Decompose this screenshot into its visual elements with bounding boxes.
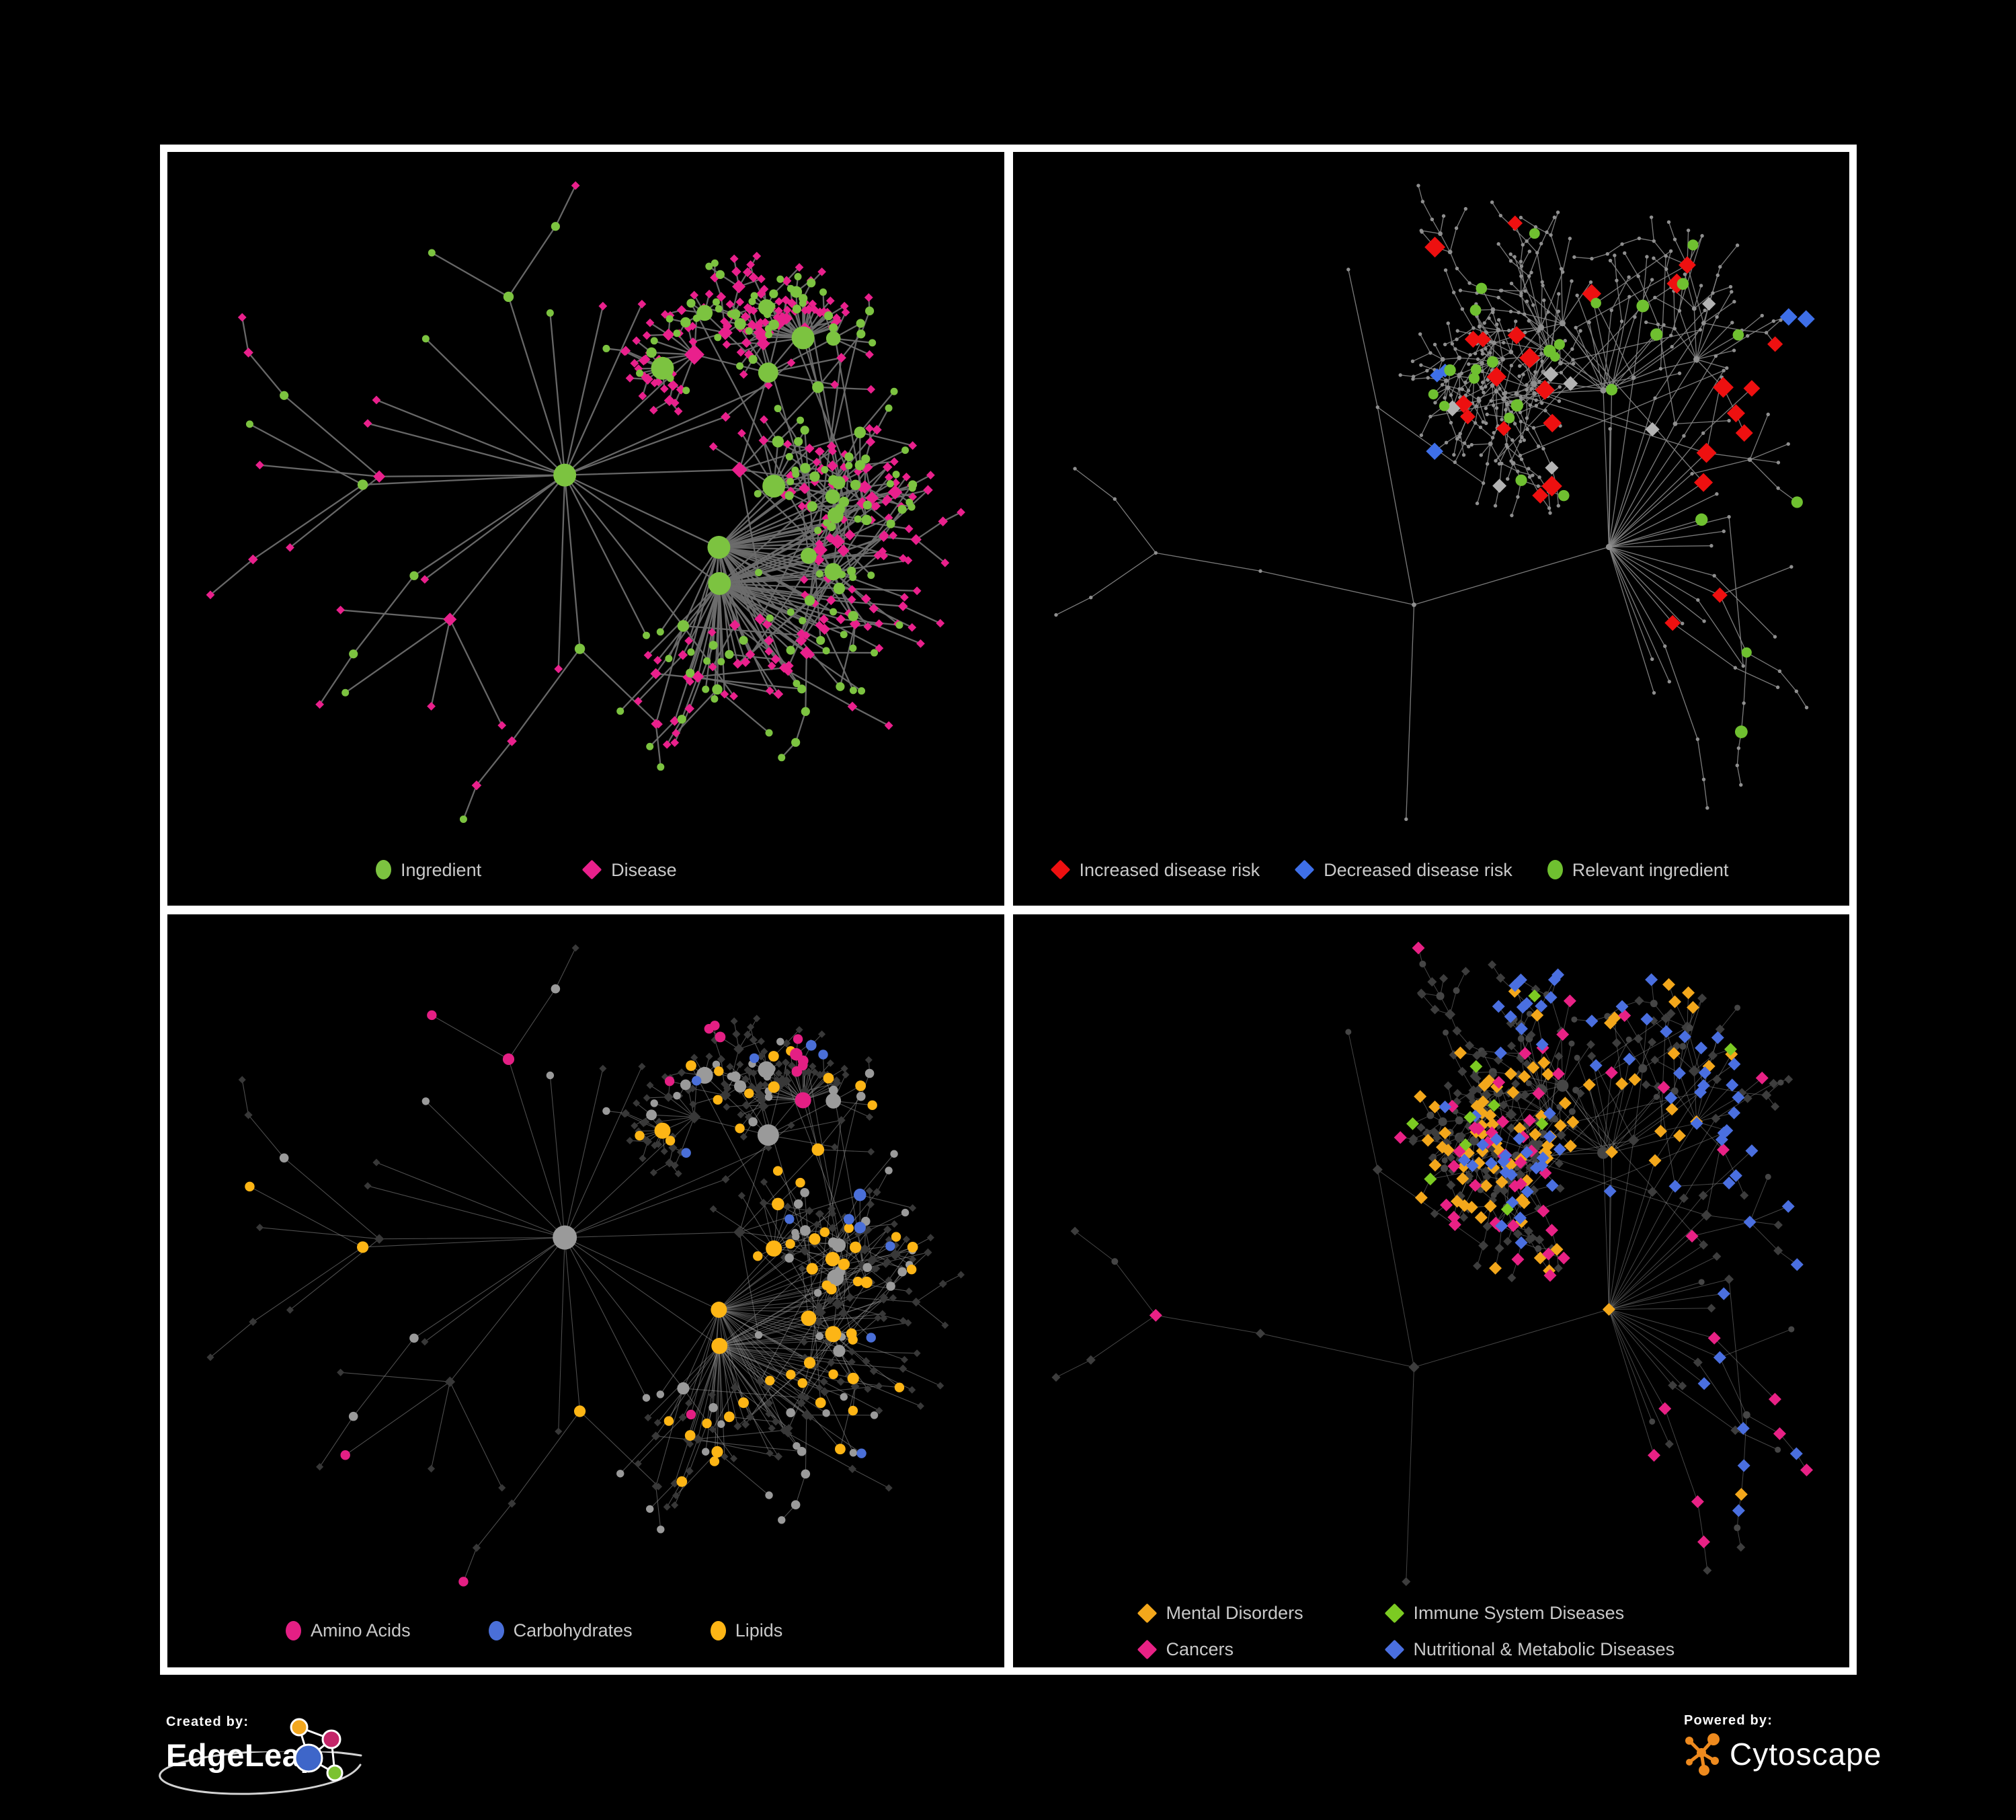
- panel-disease-classes: Mental Disorders Immune System Diseases …: [1012, 914, 1850, 1667]
- legend-item: Decreased disease risk: [1294, 859, 1513, 880]
- diamond-swatch-icon: [1384, 1603, 1404, 1623]
- legend-item: Cancers: [1137, 1639, 1385, 1659]
- circle-swatch-icon: [376, 860, 391, 879]
- figure-frame: Ingredient Disease Increased disease ris…: [160, 145, 1857, 1675]
- legend-label: Mental Disorders: [1166, 1603, 1303, 1623]
- diamond-swatch-icon: [1050, 859, 1070, 880]
- legend-item: Immune System Diseases: [1384, 1603, 1675, 1623]
- diamond-swatch-icon: [1294, 859, 1315, 880]
- edgeleap-network-icon: [290, 1718, 344, 1782]
- network-canvas-disease-classes: [1051, 941, 1813, 1586]
- cytoscape-network-icon: [1685, 1733, 1720, 1776]
- legend-ingredient-disease: Ingredient Disease: [167, 860, 1004, 880]
- edgeleap-logo: EdgeLeap: [159, 1718, 362, 1796]
- legend-item: Relevant ingredient: [1547, 859, 1729, 880]
- circle-swatch-icon: [286, 1620, 301, 1640]
- legend-label: Immune System Diseases: [1413, 1603, 1625, 1623]
- legend-item: Carbohydrates: [488, 1620, 633, 1640]
- diamond-swatch-icon: [581, 859, 602, 880]
- panel-disease-risk: Increased disease risk Decreased disease…: [1012, 152, 1850, 906]
- legend-item: Nutritional & Metabolic Diseases: [1384, 1639, 1675, 1659]
- powered-by-label: Powered by:: [1684, 1713, 1773, 1728]
- circle-swatch-icon: [1547, 860, 1563, 879]
- legend-disease-classes: Mental Disorders Immune System Diseases …: [1013, 1603, 1850, 1659]
- legend-label: Cancers: [1166, 1639, 1234, 1659]
- network-canvas-nutrient-classes: [206, 944, 965, 1587]
- cytoscape-logo-text: Cytoscape: [1730, 1737, 1882, 1772]
- legend-label: Relevant ingredient: [1572, 859, 1729, 880]
- network-canvas-ingredient-disease: [206, 181, 965, 823]
- diamond-swatch-icon: [1137, 1603, 1157, 1623]
- network-canvas-disease-risk: [1053, 184, 1815, 822]
- legend-nutrient-classes: Amino Acids Carbohydrates Lipids: [167, 1620, 1004, 1640]
- cytoscape-logo: Cytoscape: [1684, 1733, 1882, 1776]
- legend-item: Disease: [581, 859, 677, 880]
- panel-nutrient-classes: Amino Acids Carbohydrates Lipids: [167, 914, 1004, 1667]
- diamond-swatch-icon: [1137, 1639, 1157, 1659]
- legend-label: Amino Acids: [311, 1620, 411, 1640]
- edgeleap-logo-text: EdgeLeap: [166, 1737, 320, 1773]
- panel-ingredient-disease: Ingredient Disease: [167, 152, 1004, 906]
- legend-label: Decreased disease risk: [1324, 859, 1513, 880]
- legend-label: Carbohydrates: [513, 1620, 633, 1640]
- legend-item: Amino Acids: [286, 1620, 411, 1640]
- legend-label: Increased disease risk: [1079, 859, 1260, 880]
- legend-item: Increased disease risk: [1050, 859, 1260, 880]
- legend-item: Lipids: [710, 1620, 783, 1640]
- circle-swatch-icon: [488, 1620, 504, 1640]
- created-by-label: Created by:: [166, 1714, 249, 1729]
- diamond-swatch-icon: [1384, 1639, 1404, 1659]
- legend-label: Lipids: [735, 1620, 783, 1640]
- circle-swatch-icon: [710, 1620, 726, 1640]
- legend-item: Mental Disorders: [1137, 1603, 1385, 1623]
- legend-label: Nutritional & Metabolic Diseases: [1413, 1639, 1675, 1659]
- edgeleap-credit: Created by: EdgeLeap: [159, 1714, 362, 1796]
- legend-label: Disease: [611, 859, 677, 880]
- legend-label: Ingredient: [401, 859, 482, 880]
- cytoscape-credit: Powered by: Cytoscape: [1684, 1713, 1882, 1776]
- legend-item: Ingredient: [376, 860, 481, 880]
- legend-disease-risk: Increased disease risk Decreased disease…: [1013, 860, 1850, 880]
